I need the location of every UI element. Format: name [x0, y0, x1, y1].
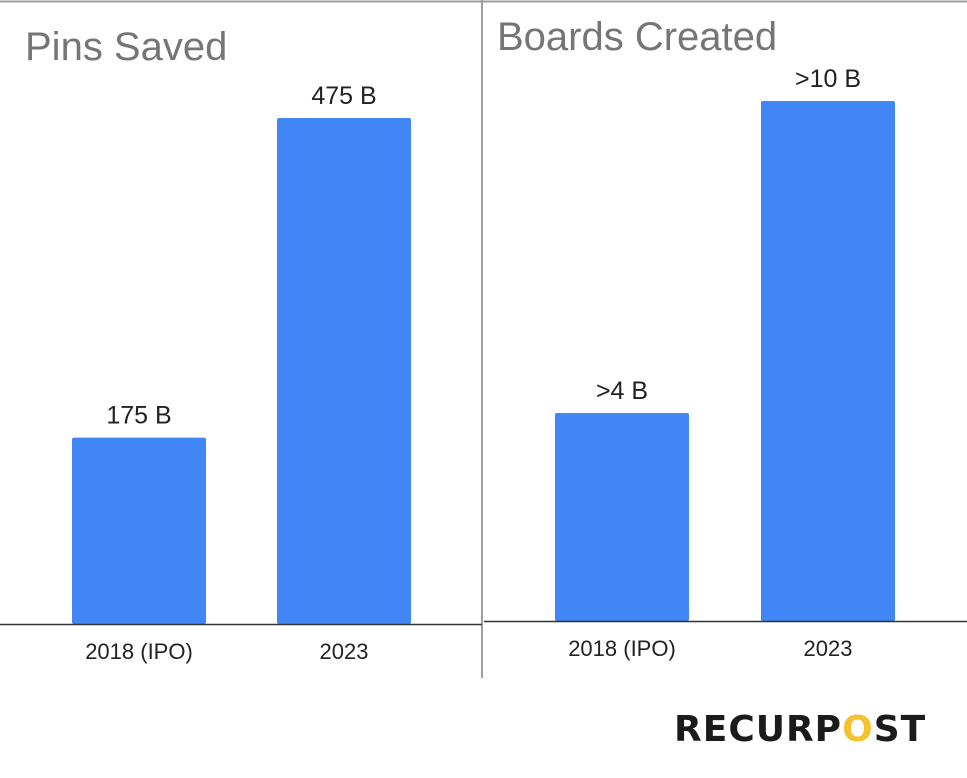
x-tick-label: 2018 (IPO): [85, 639, 193, 664]
x-tick-label: 2023: [804, 636, 853, 661]
bar: [555, 413, 689, 621]
data-label: 175 B: [106, 402, 171, 430]
data-label: >10 B: [795, 65, 861, 93]
recurpost-logo: RECURPOST: [674, 709, 926, 750]
x-tick-label: 2023: [320, 639, 369, 664]
x-tick-label: 2018 (IPO): [568, 636, 676, 661]
logo-clock-o: O: [842, 709, 874, 750]
bar: [761, 101, 895, 621]
bar: [277, 118, 411, 624]
logo-text-end: ST: [873, 709, 927, 750]
data-label: 475 B: [311, 82, 376, 110]
data-label: >4 B: [596, 377, 648, 405]
bar: [72, 437, 206, 624]
logo-text-start: RECURP: [674, 709, 843, 750]
chart-title: Boards Created: [497, 15, 777, 59]
chart-title: Pins Saved: [25, 25, 227, 69]
